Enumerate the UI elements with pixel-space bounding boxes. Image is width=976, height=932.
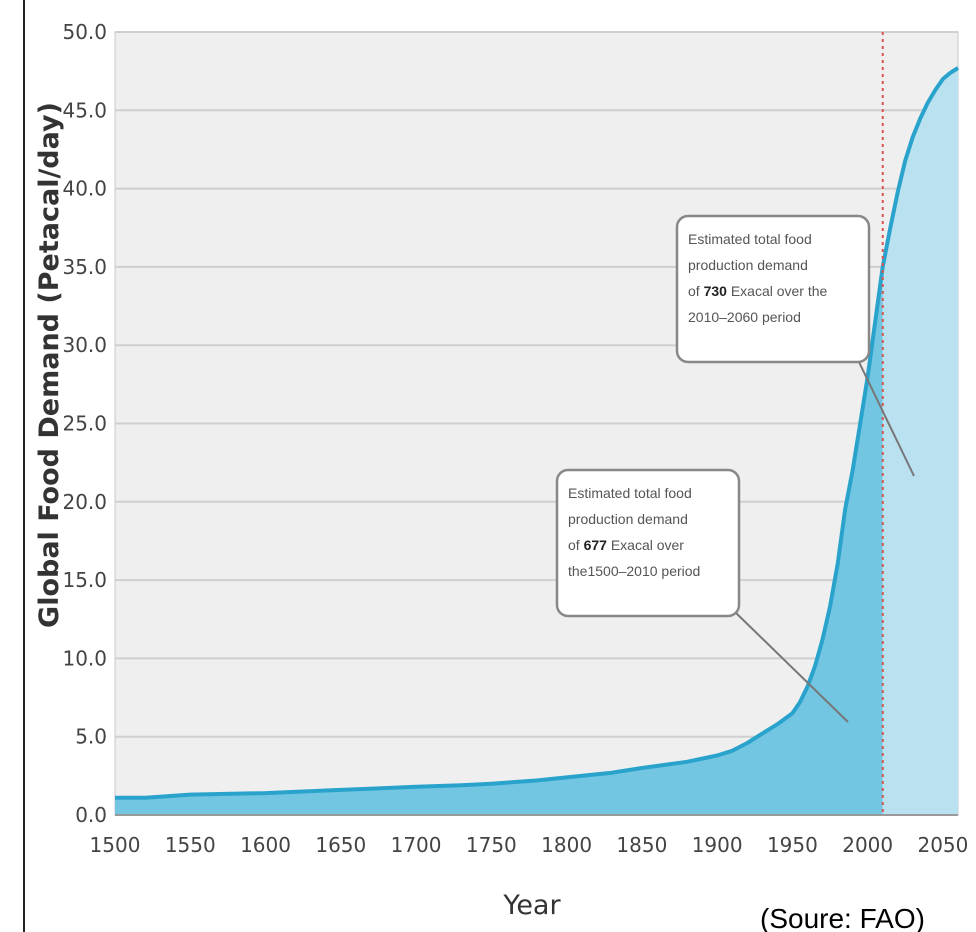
y-tick-label: 5.0 [75, 725, 107, 749]
y-tick-label: 35.0 [62, 255, 107, 279]
y-tick-label: 0.0 [75, 803, 107, 827]
annotation-text-segment: the1500–2010 period [568, 563, 700, 579]
y-tick-labels: 0.0 5.0 10.0 15.0 20.0 25.0 30.0 35.0 40.0 45.0 50… [62, 20, 107, 827]
x-tick-label: 1600 [240, 833, 291, 857]
area-projected [882, 68, 958, 815]
annotation-text-segment: 730 [704, 283, 728, 299]
y-tick-label: 25.0 [62, 412, 107, 436]
x-tick-label: 1800 [541, 833, 592, 857]
y-tick-label: 15.0 [62, 568, 107, 592]
annotation-text-segment: Exacal over [607, 537, 684, 553]
y-axis-label: Global Food Demand (Petacal/day) [34, 102, 65, 628]
annotation-text-segment: production demand [688, 257, 808, 273]
annotation-historical-pointer [734, 611, 849, 723]
annotation-projected-box [675, 214, 871, 364]
x-tick-label: 1850 [616, 833, 667, 857]
x-tick-label: 1750 [466, 833, 517, 857]
annotation-historical-text: Estimated total food production demand of … [568, 485, 700, 579]
annotation-text-segment: Estimated total food [568, 485, 692, 501]
y-tick-label: 45.0 [62, 98, 107, 122]
x-tick-label: 1650 [315, 833, 366, 857]
annotation-text-segment: Estimated total food [688, 231, 812, 247]
y-tick-label: 20.0 [62, 490, 107, 514]
annotation-text-segment: of [688, 283, 704, 299]
x-tick-label: 1700 [391, 833, 442, 857]
demand-line [115, 66, 960, 800]
annotation-text-segment: 2010–2060 period [688, 309, 801, 325]
x-tick-label: 1550 [165, 833, 216, 857]
x-tick-label: 2000 [842, 833, 893, 857]
x-tick-labels: 1500 1550 1600 1650 1700 1750 1800 1850 1900 1950… [90, 833, 969, 857]
annotation-historical-box [555, 468, 741, 618]
x-tick-label: 1900 [692, 833, 743, 857]
y-tick-label: 30.0 [62, 333, 107, 357]
annotation-projected-pointer [857, 359, 915, 477]
area-historical [115, 266, 883, 815]
annotation-text-segment: Exacal over the [727, 283, 828, 299]
source-note: (Soure: FAO) [760, 903, 925, 932]
x-axis-label: Year [502, 890, 561, 921]
x-tick-label: 1500 [90, 833, 141, 857]
y-tick-label: 40.0 [62, 177, 107, 201]
annotation-text-segment: of [568, 537, 584, 553]
x-tick-label: 2050 [917, 833, 968, 857]
x-tick-label: 1950 [767, 833, 818, 857]
annotation-text-segment: production demand [568, 511, 688, 527]
y-tick-label: 10.0 [62, 646, 107, 670]
annotation-text-segment: 677 [584, 537, 608, 553]
annotation-projected-text: Estimated total food production demand of … [688, 231, 828, 325]
y-tick-label: 50.0 [62, 20, 107, 44]
